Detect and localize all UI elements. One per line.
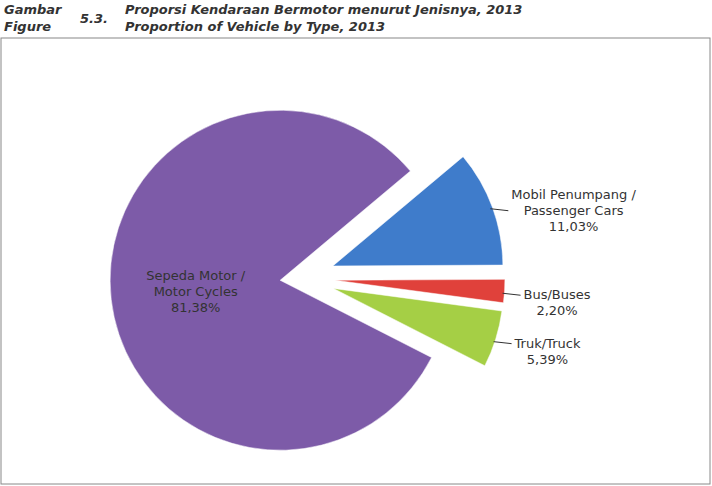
value-label: 81,38% (171, 300, 221, 315)
leader-line (494, 342, 512, 344)
labels: Mobil Penumpang /Passenger Cars11,03% Bus… (146, 187, 636, 367)
chart: Gambar Figure 5.3. Proporsi Kendaraan Bermo… (0, 0, 712, 486)
leader-line (490, 209, 508, 211)
figure-label: Gambar (4, 2, 63, 17)
frame (1, 38, 710, 484)
leader-line (503, 293, 521, 295)
value-label: 2,20% (536, 303, 577, 318)
figure-number: 5.3. (80, 11, 108, 26)
slices (110, 110, 505, 450)
figure-label: Figure (4, 19, 51, 34)
slice-label: Bus/Buses (524, 287, 591, 302)
value-label: 5,39% (527, 352, 568, 367)
subtitle: Proportion of Vehicle by Type, 2013 (125, 19, 385, 34)
slice-label: Mobil Penumpang /Passenger Cars (511, 187, 636, 218)
slice-label: Truk/Truck (514, 336, 581, 351)
slice-label: Sepeda Motor /Motor Cycles (146, 268, 246, 299)
value-label: 11,03% (549, 219, 599, 234)
title: Proporsi Kendaraan Bermotor menurut Jeni… (125, 2, 522, 17)
slice (110, 110, 431, 450)
